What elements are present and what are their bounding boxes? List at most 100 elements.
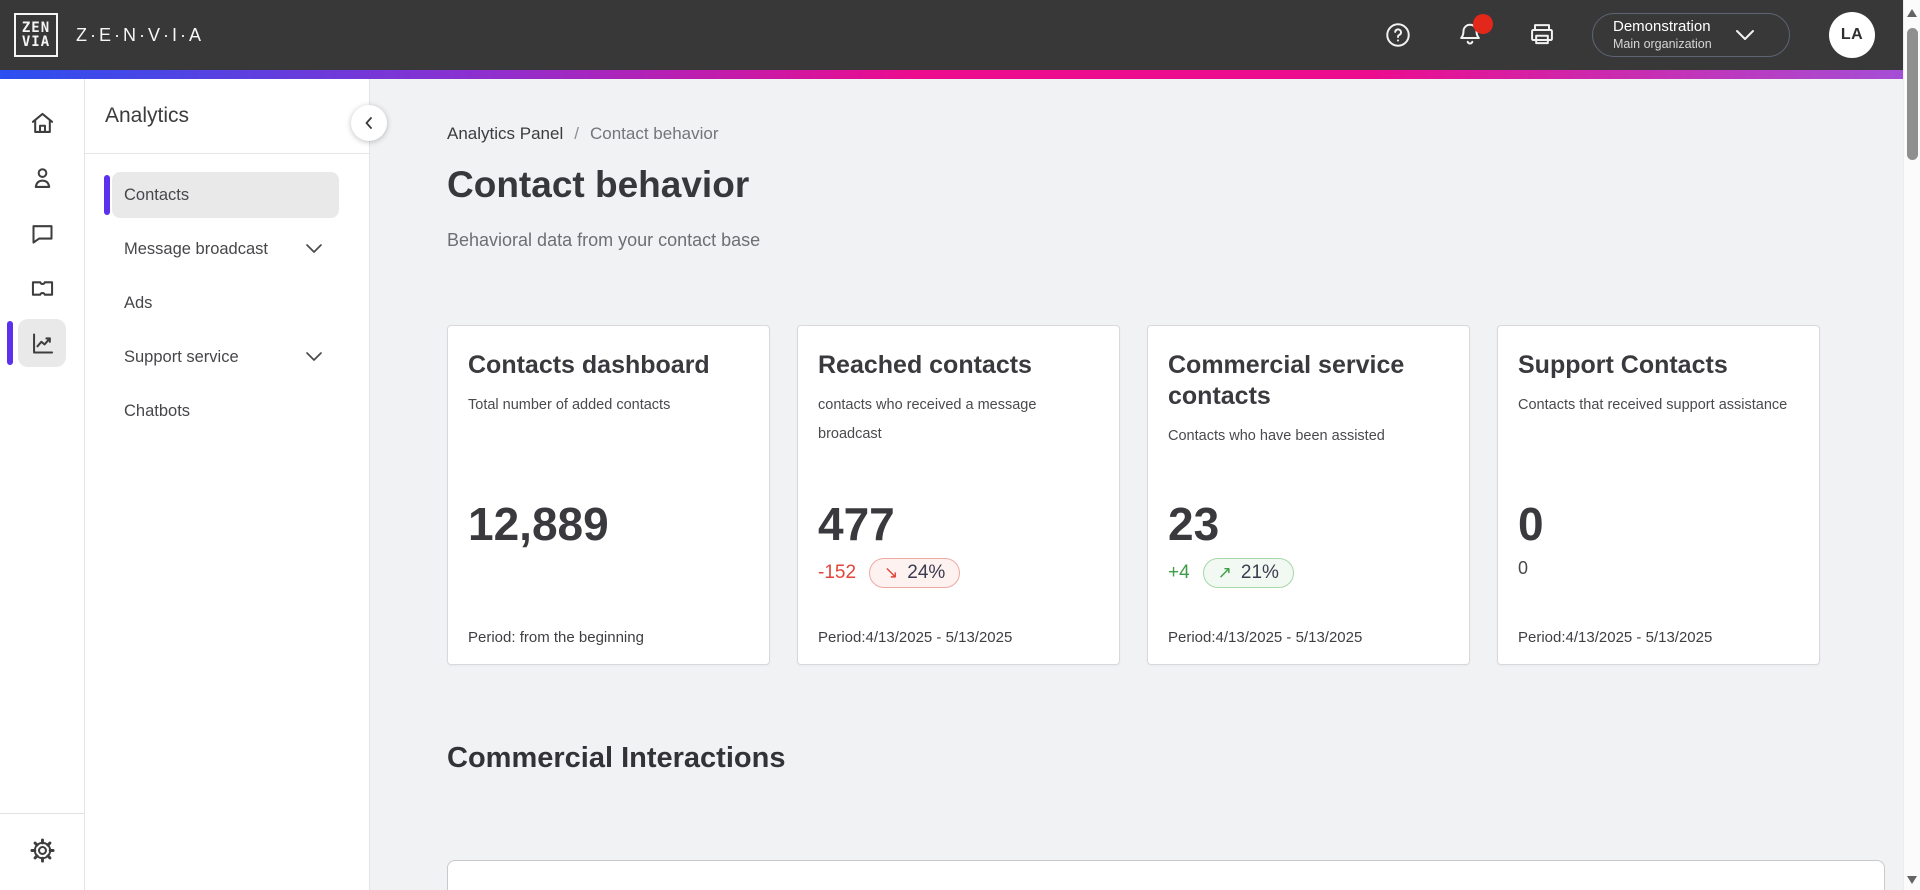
rail-footer [0, 813, 84, 890]
sidebar-header: Analytics [85, 79, 369, 154]
organization-name: Demonstration [1613, 17, 1711, 35]
settings-button[interactable] [18, 826, 66, 874]
trend-up-icon: ↗ [1217, 563, 1232, 582]
chevron-down-icon [1735, 30, 1754, 40]
rail-item-contacts[interactable] [18, 154, 66, 202]
sidebar-item-contacts[interactable]: Contacts [104, 172, 339, 218]
chat-icon [31, 224, 53, 244]
delta-value: 0 [1518, 558, 1529, 578]
rail-item-analytics[interactable] [7, 319, 66, 367]
card-value: 23 [1168, 498, 1220, 550]
trend-badge-negative: ↘ 24% [869, 558, 961, 588]
card-contacts-dashboard: Contacts dashboard Total number of added… [447, 325, 770, 665]
organization-subtitle: Main organization [1613, 36, 1712, 51]
trend-badge-positive: ↗ 21% [1202, 558, 1294, 588]
card-value: 12,889 [468, 498, 609, 550]
rail-item-home[interactable] [18, 99, 66, 147]
rail-item-conversations[interactable] [18, 209, 66, 257]
scroll-down-arrow[interactable] [1907, 876, 1917, 884]
trend-down-icon: ↘ [884, 563, 899, 582]
line-chart-icon [32, 332, 53, 354]
sidebar-collapse-button[interactable] [351, 105, 387, 141]
card-title: Support Contacts [1518, 351, 1728, 379]
card-delta-row: -152 ↘ 24% [818, 558, 961, 588]
notifications-button[interactable] [1453, 14, 1493, 52]
gear-icon [29, 837, 55, 863]
card-period: Period:4/13/2025 - 5/13/2025 [1518, 629, 1713, 646]
main-content: Analytics Panel / Contact behavior Conta… [370, 79, 1903, 890]
breadcrumb-separator: / [574, 124, 579, 143]
home-icon [31, 112, 53, 133]
commercial-interactions-card-partial [447, 860, 1885, 890]
sidebar-nav: Contacts Message broadcast Ads Support s… [85, 154, 369, 434]
card-title: Reached contacts [818, 351, 1032, 379]
card-period: Period:4/13/2025 - 5/13/2025 [818, 629, 1013, 646]
brand-gradient-bar [0, 70, 1903, 79]
rail-item-tickets[interactable] [18, 264, 66, 312]
sidebar-item-chatbots[interactable]: Chatbots [112, 388, 339, 434]
card-commercial-service-contacts: Commercial service contacts Contacts who… [1147, 325, 1470, 665]
organization-switcher[interactable]: Demonstration Main organization [1592, 13, 1790, 57]
user-avatar[interactable]: LA [1829, 12, 1875, 58]
active-item-indicator [104, 175, 110, 215]
sidebar-item-label: Ads [124, 293, 153, 312]
card-period: Period:4/13/2025 - 5/13/2025 [1168, 629, 1363, 646]
page-subtitle: Behavioral data from your contact base [447, 230, 761, 250]
sidebar-title: Analytics [105, 104, 190, 127]
section-heading-commercial-interactions: Commercial Interactions [447, 742, 786, 774]
chevron-down-icon [305, 348, 323, 367]
print-button[interactable] [1525, 18, 1559, 52]
sidebar-item-label: Support service [124, 347, 239, 366]
chevron-down-icon [305, 240, 323, 259]
card-subtitle: Contacts who have been assisted [1168, 428, 1385, 444]
ticket-icon [31, 280, 53, 296]
scrollbar-thumb[interactable] [1907, 28, 1918, 160]
topbar: ZEN VIA Z·E·N·V·I·A [0, 0, 1903, 70]
sidebar-item-ads[interactable]: Ads [112, 280, 339, 326]
brand-wordmark: Z·E·N·V·I·A [76, 24, 204, 45]
card-reached-contacts: Reached contacts contacts who received a… [797, 325, 1120, 665]
logo-line2: VIA [21, 34, 51, 50]
printer-icon [1531, 24, 1553, 45]
card-delta-row: 0 [1518, 558, 1528, 579]
badge-percent: 21% [1240, 562, 1279, 583]
card-value: 477 [818, 498, 895, 550]
sidebar-item-label: Contacts [124, 185, 190, 204]
card-subtitle: Total number of added contacts [468, 397, 671, 413]
card-subtitle: contacts who received a message broadcas… [818, 397, 1037, 442]
icon-rail [0, 79, 85, 890]
card-support-contacts: Support Contacts Contacts that received … [1497, 325, 1820, 665]
sidebar-item-label: Message broadcast [124, 239, 268, 258]
card-subtitle: Contacts that received support assistanc… [1518, 397, 1788, 413]
breadcrumb: Analytics Panel / Contact behavior [447, 124, 1903, 144]
page-scrollbar[interactable] [1903, 0, 1920, 890]
organization-text: Demonstration Main organization [1613, 18, 1712, 52]
sidebar-item-support-service[interactable]: Support service [112, 334, 339, 380]
chevron-left-icon [365, 117, 372, 129]
person-icon [34, 167, 50, 188]
logo-line1: ZEN [21, 20, 51, 36]
delta-value: +4 [1168, 562, 1190, 583]
delta-value: -152 [818, 562, 857, 583]
notification-dot [1473, 14, 1493, 34]
card-period: Period: from the beginning [468, 629, 644, 646]
avatar-initials: LA [1840, 26, 1864, 43]
kpi-cards-row: Contacts dashboard Total number of added… [447, 325, 1903, 665]
card-delta-row: +4 ↗ 21% [1168, 558, 1294, 588]
help-icon [1386, 23, 1410, 47]
body-row: Analytics Contacts Message broadcast [0, 79, 1903, 890]
sidebar-item-message-broadcast[interactable]: Message broadcast [112, 226, 339, 272]
breadcrumb-current: Contact behavior [589, 124, 719, 143]
breadcrumb-analytics-panel[interactable]: Analytics Panel [447, 124, 564, 143]
zenvia-logo[interactable]: ZEN VIA Z·E·N·V·I·A [14, 13, 204, 57]
help-button[interactable] [1381, 18, 1415, 52]
active-rail-indicator [7, 321, 13, 365]
badge-percent: 24% [907, 562, 946, 583]
sidebar-item-label: Chatbots [124, 401, 191, 420]
analytics-sidebar: Analytics Contacts Message broadcast [85, 79, 387, 890]
scroll-up-arrow[interactable] [1907, 9, 1917, 17]
card-value: 0 [1518, 498, 1544, 550]
zenvia-logo-icon: ZEN VIA [14, 13, 58, 57]
card-title: Contacts dashboard [468, 351, 710, 379]
